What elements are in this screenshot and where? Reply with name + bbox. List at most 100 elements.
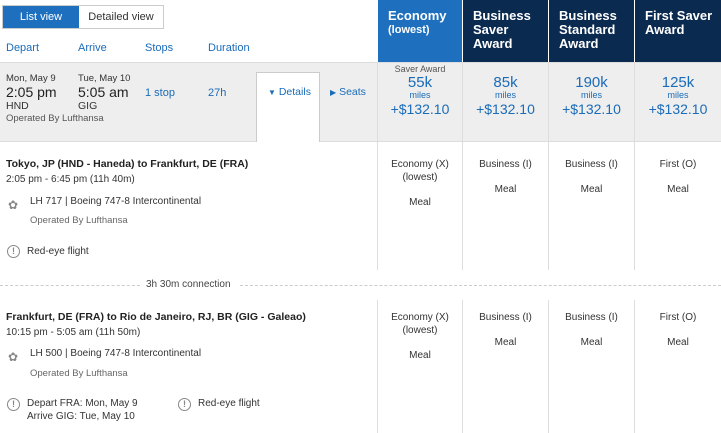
duration-value: 27h — [208, 87, 227, 99]
fare-header-economy[interactable]: Economy (lowest) — [378, 0, 462, 62]
cabin-class: Economy (X) — [391, 159, 449, 170]
segment-flight-info: LH 717 | Boeing 747-8 Intercontinental — [30, 196, 202, 207]
connection-time: 3h 30m connection — [146, 279, 231, 290]
segment-cabin-cell: Business (I) Meal — [549, 158, 634, 196]
depart-time: 2:05 pm — [6, 84, 57, 100]
info-circle-icon: ! — [178, 398, 191, 411]
detailed-view-button[interactable]: Detailed view — [79, 6, 163, 28]
column-header-stops[interactable]: Stops — [145, 42, 174, 54]
fare-miles: 190k — [575, 74, 608, 91]
cabin-subtitle: (lowest) — [402, 172, 438, 183]
fare-price: +$132.10 — [390, 101, 450, 117]
depart-date: Mon, May 9 — [6, 73, 56, 84]
seats-label: Seats — [339, 86, 366, 98]
seats-button[interactable]: ▶ Seats — [330, 86, 366, 98]
segment-cabin-cell: Economy (X) (lowest) Meal — [378, 158, 462, 209]
fare-header-first-saver[interactable]: First Saver Award — [635, 0, 721, 62]
column-divider — [377, 62, 378, 433]
depart-airport: HND — [6, 100, 29, 112]
fare-header-business-saver[interactable]: Business Saver Award — [463, 0, 548, 62]
lufthansa-logo-icon: ✿ — [8, 350, 19, 364]
fare-miles: 125k — [661, 74, 695, 91]
lufthansa-logo-icon: ✿ — [8, 198, 19, 212]
fare-unit: miles — [494, 90, 516, 100]
cabin-meal: Meal — [409, 197, 431, 208]
fare-price: +$132.10 — [648, 101, 708, 117]
column-divider — [462, 62, 463, 433]
flight-summary-row — [0, 62, 721, 142]
cabin-meal: Meal — [667, 184, 689, 195]
fare-price: +$132.10 — [476, 101, 535, 117]
connection-divider — [240, 285, 721, 286]
fare-option-first-saver[interactable]: 125k miles +$132.10 — [635, 64, 721, 140]
segment-flight-info: LH 500 | Boeing 747-8 Intercontinental — [30, 348, 202, 359]
fare-header-business-standard[interactable]: Business Standard Award — [549, 0, 634, 62]
details-button[interactable]: ▼ Details — [268, 86, 311, 98]
fare-option-business-saver[interactable]: 85k miles +$132.10 — [463, 64, 548, 140]
segment-cabin-cell: Business (I) Meal — [463, 311, 548, 349]
segment-notice: Red-eye flight — [198, 398, 260, 409]
fare-unit: miles — [409, 90, 431, 100]
fare-header-title: Economy — [388, 8, 447, 23]
cabin-class: First (O) — [659, 159, 697, 170]
fare-header-title: First Saver Award — [645, 8, 713, 37]
column-divider — [634, 62, 635, 433]
view-toggle: List view Detailed view — [2, 5, 164, 29]
cabin-meal: Meal — [409, 350, 431, 361]
cabin-meal: Meal — [580, 184, 603, 195]
fare-header-subtitle: (lowest) — [388, 24, 430, 36]
fare-price: +$132.10 — [562, 101, 621, 117]
aircraft-type: Boeing 747-8 Intercontinental — [70, 348, 202, 359]
fare-header-title: Business Standard Award — [559, 8, 617, 51]
cabin-meal: Meal — [494, 337, 517, 348]
segment-operated-by: Operated By Lufthansa — [30, 368, 128, 379]
segment-notice: Red-eye flight — [27, 246, 89, 257]
column-header-duration[interactable]: Duration — [208, 42, 250, 54]
fare-header-title: Business Saver Award — [473, 8, 531, 51]
column-header-arrive[interactable]: Arrive — [78, 42, 107, 54]
flight-number: LH 500 — [30, 348, 63, 359]
fare-option-business-standard[interactable]: 190k miles +$132.10 — [549, 64, 634, 140]
cabin-class: Business (I) — [479, 159, 532, 170]
fare-miles: 85k — [493, 74, 518, 91]
connection-divider — [0, 285, 140, 286]
list-view-button[interactable]: List view — [3, 6, 79, 28]
info-circle-icon: ! — [7, 398, 20, 411]
segment-times: 10:15 pm - 5:05 am (11h 50m) — [6, 327, 141, 338]
column-divider — [548, 62, 549, 433]
caret-down-icon: ▼ — [268, 88, 276, 97]
fare-option-economy[interactable]: Saver Award 55k miles +$132.10 — [378, 64, 462, 140]
segment-route: Frankfurt, DE (FRA) to Rio de Janeiro, R… — [6, 311, 306, 323]
cabin-class: Business (I) — [479, 312, 532, 323]
cabin-class: Business (I) — [565, 159, 618, 170]
arrive-airport: GIG — [78, 100, 98, 112]
segment-cabin-cell: Business (I) Meal — [549, 311, 634, 349]
stops-link[interactable]: 1 stop — [145, 87, 175, 99]
segment-operated-by: Operated By Lufthansa — [30, 215, 128, 226]
segment-route: Tokyo, JP (HND - Haneda) to Frankfurt, D… — [6, 158, 249, 170]
fare-unit: miles — [580, 90, 602, 100]
segment-cabin-cell: First (O) Meal — [635, 311, 721, 349]
cabin-meal: Meal — [580, 337, 603, 348]
segment-cabin-cell: Economy (X) (lowest) Meal — [378, 311, 462, 362]
details-label: Details — [278, 86, 311, 98]
arrive-time: 5:05 am — [78, 84, 129, 100]
cabin-class: First (O) — [659, 312, 697, 323]
cabin-meal: Meal — [494, 184, 517, 195]
aircraft-type: Boeing 747-8 Intercontinental — [70, 196, 202, 207]
depart-note: Depart FRA: Mon, May 9 — [27, 398, 138, 409]
info-circle-icon: ! — [7, 245, 20, 258]
flight-number: LH 717 — [30, 196, 63, 207]
fare-tag: Saver Award — [394, 64, 446, 74]
cabin-subtitle: (lowest) — [402, 325, 438, 336]
arrive-date: Tue, May 10 — [78, 73, 131, 84]
segment-times: 2:05 pm - 6:45 pm (11h 40m) — [6, 174, 135, 185]
arrive-note: Arrive GIG: Tue, May 10 — [27, 411, 135, 422]
cabin-meal: Meal — [667, 337, 689, 348]
column-header-depart[interactable]: Depart — [6, 42, 40, 54]
fare-unit: miles — [667, 90, 689, 100]
cabin-class: Business (I) — [565, 312, 618, 323]
caret-right-icon: ▶ — [330, 88, 337, 97]
segment-cabin-cell: Business (I) Meal — [463, 158, 548, 196]
operated-by: Operated By Lufthansa — [6, 113, 104, 124]
